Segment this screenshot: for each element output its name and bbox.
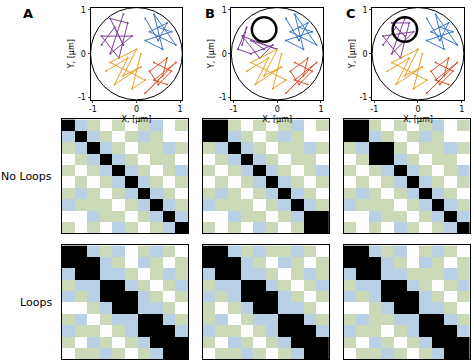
svg-text:-1: -1 bbox=[89, 105, 97, 114]
svg-text:Y, [μm]: Y, [μm] bbox=[207, 39, 216, 69]
svg-text:0: 0 bbox=[81, 50, 86, 59]
svg-text:X, [μm]: X, [μm] bbox=[403, 115, 433, 124]
svg-text:-1: -1 bbox=[230, 105, 238, 114]
svg-text:-1: -1 bbox=[359, 93, 367, 102]
svg-text:Y, [μm]: Y, [μm] bbox=[348, 39, 357, 69]
svg-text:Y, [μm]: Y, [μm] bbox=[67, 39, 76, 69]
svg-text:X, [μm]: X, [μm] bbox=[262, 115, 292, 124]
svg-text:1: 1 bbox=[178, 105, 183, 114]
svg-text:1: 1 bbox=[222, 6, 227, 15]
svg-text:X, [μm]: X, [μm] bbox=[122, 115, 152, 124]
svg-text:0: 0 bbox=[222, 50, 227, 59]
svg-text:0: 0 bbox=[275, 105, 280, 114]
svg-text:Loops: Loops bbox=[20, 296, 52, 309]
svg-text:C: C bbox=[346, 6, 356, 21]
svg-text:0: 0 bbox=[134, 105, 139, 114]
svg-text:-1: -1 bbox=[219, 93, 227, 102]
svg-text:1: 1 bbox=[81, 6, 86, 15]
svg-text:A: A bbox=[23, 6, 33, 21]
svg-text:1: 1 bbox=[362, 6, 367, 15]
svg-text:No Loops: No Loops bbox=[1, 170, 52, 183]
svg-text:-1: -1 bbox=[370, 105, 378, 114]
svg-text:1: 1 bbox=[459, 105, 464, 114]
svg-text:-1: -1 bbox=[78, 93, 86, 102]
svg-text:0: 0 bbox=[362, 50, 367, 59]
svg-text:B: B bbox=[205, 6, 215, 21]
svg-text:1: 1 bbox=[318, 105, 323, 114]
svg-text:0: 0 bbox=[415, 105, 420, 114]
